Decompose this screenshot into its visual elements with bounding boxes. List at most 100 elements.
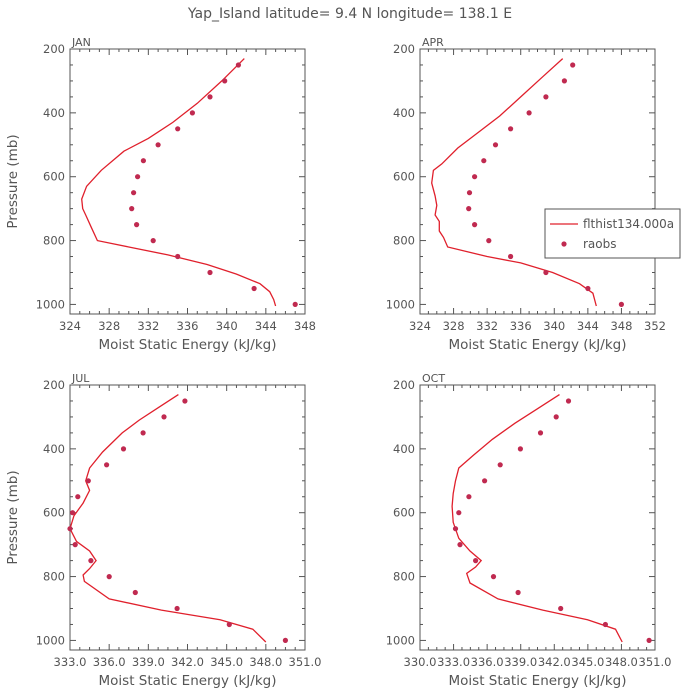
- x-tick-label: 351.0: [289, 655, 322, 669]
- raobs-point: [75, 494, 81, 500]
- y-tick-label: 600: [393, 506, 415, 520]
- x-axis-label: Moist Static Energy (kJ/kg): [99, 337, 277, 353]
- x-tick-label: 344: [577, 319, 599, 333]
- raobs-point: [508, 253, 514, 260]
- raobs-point: [466, 494, 472, 500]
- y-tick-label: 600: [43, 506, 65, 520]
- raobs-point: [492, 142, 499, 148]
- chart-panel-jan: 324 328 332 336 340 344 348 200 400 600 800 1000 JAN…: [5, 36, 316, 353]
- y-axis-label: Pressure (mb): [5, 470, 21, 564]
- panel-label: JAN: [71, 36, 91, 49]
- x-tick-label: 332: [476, 319, 498, 333]
- raobs-point: [515, 589, 521, 596]
- y-tick-label: 200: [43, 42, 65, 56]
- raobs-point: [282, 637, 288, 644]
- x-tick-label: 330.0: [404, 655, 437, 669]
- model-profile-line: [69, 394, 267, 643]
- raobs-point: [189, 110, 195, 116]
- raobs-point: [161, 414, 167, 420]
- raobs-point: [131, 190, 137, 196]
- x-tick-label: 345.0: [210, 655, 243, 669]
- y-tick-label: 200: [393, 42, 415, 56]
- y-tick-label: 800: [43, 234, 65, 248]
- plot-frame: [419, 48, 656, 315]
- raobs-point: [517, 446, 524, 452]
- raobs-point: [486, 238, 492, 244]
- chart-panel-apr: 324 328 332 336 340 344 348 352 200 400 600 800 1000…: [386, 36, 666, 353]
- raobs-point: [508, 126, 514, 132]
- x-tick-label: 324: [409, 319, 431, 333]
- legend: flthist134.000a raobs: [544, 208, 681, 259]
- raobs-point: [120, 446, 127, 452]
- raobs-point: [452, 526, 459, 532]
- model-profile-line: [81, 58, 277, 307]
- raobs-point: [175, 253, 181, 260]
- x-tick-label: 340: [216, 319, 238, 333]
- y-tick-label: 400: [43, 442, 65, 456]
- x-tick-label: 348.0: [605, 655, 638, 669]
- raobs-point: [235, 62, 241, 68]
- legend-dot-label: raobs: [583, 237, 617, 251]
- raobs-point: [129, 206, 135, 212]
- raobs-point: [70, 510, 76, 516]
- x-tick-label: 348: [294, 319, 316, 333]
- x-tick-label: 339.0: [132, 655, 165, 669]
- raobs-point: [88, 558, 94, 564]
- x-tick-label: 333.0: [437, 655, 470, 669]
- raobs-point: [466, 206, 472, 212]
- x-axis-label: Moist Static Energy (kJ/kg): [449, 673, 627, 689]
- x-tick-label: 348: [610, 319, 632, 333]
- chart-panel-oct: 330.0 333.0 336.0 339.0 342.0 345.0 348.0 351.0…: [386, 372, 672, 689]
- model-profile-line: [431, 58, 597, 307]
- x-tick-label: 332: [137, 319, 159, 333]
- raobs-point: [482, 478, 488, 484]
- raobs-point: [472, 222, 478, 228]
- x-tick-label: 336: [510, 319, 532, 333]
- legend-line-label: flthist134.000a: [583, 217, 674, 231]
- x-tick-label: 333.0: [54, 655, 87, 669]
- x-tick-label: 351.0: [639, 655, 672, 669]
- raobs-point: [537, 430, 544, 436]
- x-tick-label: 345.0: [571, 655, 604, 669]
- y-tick-label: 200: [393, 378, 415, 392]
- raobs-point: [543, 269, 549, 276]
- raobs-point: [226, 621, 232, 628]
- y-tick-label: 1000: [386, 297, 415, 311]
- y-tick-label: 1000: [36, 297, 65, 311]
- raobs-point: [526, 110, 532, 116]
- raobs-point: [602, 621, 609, 628]
- raobs-point: [585, 285, 591, 292]
- raobs-point: [553, 414, 559, 420]
- raobs-point: [67, 526, 73, 532]
- raobs-point: [175, 126, 181, 132]
- y-tick-label: 800: [43, 570, 65, 584]
- x-tick-label: 352: [644, 319, 666, 333]
- legend-box: [544, 208, 681, 259]
- figure-title: Yap_Island latitude= 9.4 N longitude= 13…: [187, 6, 512, 22]
- raobs-point: [473, 558, 479, 564]
- y-tick-label: 600: [393, 170, 415, 184]
- y-tick-label: 1000: [36, 633, 65, 647]
- y-tick-label: 400: [393, 106, 415, 120]
- raobs-point: [251, 285, 257, 292]
- plot-frame: [69, 384, 306, 651]
- x-tick-label: 342.0: [171, 655, 204, 669]
- raobs-point: [292, 301, 298, 307]
- x-tick-label: 336: [177, 319, 199, 333]
- raobs-point: [72, 542, 78, 548]
- raobs-point: [472, 174, 478, 180]
- panel-label: JUL: [71, 372, 90, 385]
- y-tick-label: 800: [393, 234, 415, 248]
- x-tick-label: 336.0: [471, 655, 504, 669]
- chart-panel-jul: 333.0 336.0 339.0 342.0 345.0 348.0 351.0 200 40…: [5, 372, 321, 689]
- raobs-point: [104, 462, 110, 468]
- raobs-point: [561, 78, 568, 84]
- x-tick-label: 340: [543, 319, 565, 333]
- raobs-point: [132, 589, 138, 596]
- x-tick-label: 344: [255, 319, 277, 333]
- y-tick-label: 400: [43, 106, 65, 120]
- x-tick-label: 348.0: [249, 655, 282, 669]
- raobs-point: [570, 62, 576, 68]
- raobs-point: [207, 269, 213, 276]
